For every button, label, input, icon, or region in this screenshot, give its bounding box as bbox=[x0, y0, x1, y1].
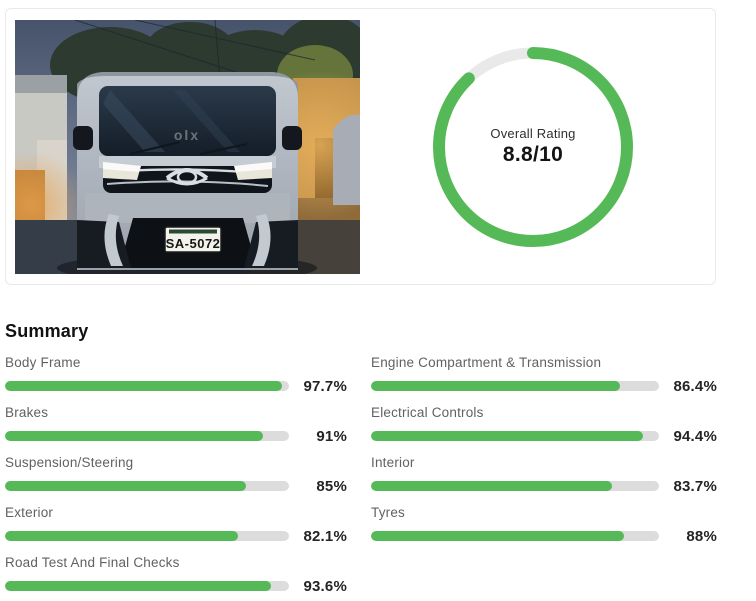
progress-fill bbox=[5, 481, 247, 491]
summary-left-column: Body Frame 97.7% Brakes 91% Suspension/Steer… bbox=[5, 354, 347, 601]
overall-rating-ring: Overall Rating 8.8/10 bbox=[428, 42, 638, 252]
progress-percent: 94.4% bbox=[673, 427, 717, 445]
ring-progress bbox=[433, 46, 633, 247]
summary-row: Exterior 82.1% bbox=[5, 504, 347, 546]
overview-card: SA-5072 olx Overall Rating 8.8/10 bbox=[5, 8, 716, 285]
summary-grid: Body Frame 97.7% Brakes 91% Suspension/Steer… bbox=[5, 354, 756, 601]
vehicle-photo-art: SA-5072 olx bbox=[15, 19, 360, 274]
progress-percent: 93.6% bbox=[303, 577, 347, 595]
summary-category-label: Engine Compartment & Transmission bbox=[371, 355, 602, 370]
summary-row: Body Frame 97.7% bbox=[5, 354, 347, 396]
summary-category-label: Electrical Controls bbox=[371, 405, 484, 420]
progress-track bbox=[5, 381, 289, 391]
progress-track bbox=[371, 481, 659, 491]
summary-row: Interior 83.7% bbox=[371, 454, 717, 496]
progress-percent: 82.1% bbox=[303, 527, 347, 545]
summary-title: Summary bbox=[5, 321, 89, 341]
progress-fill bbox=[371, 431, 643, 441]
license-plate-text: SA-5072 bbox=[166, 236, 221, 251]
summary-row: Electrical Controls 94.4% bbox=[371, 404, 717, 446]
summary-right-column: Engine Compartment & Transmission 86.4% El… bbox=[371, 354, 717, 554]
summary-category-label: Tyres bbox=[371, 505, 406, 520]
summary-row: Engine Compartment & Transmission 86.4% bbox=[371, 354, 717, 396]
summary-category-label: Body Frame bbox=[5, 355, 81, 370]
summary-category-label: Suspension/Steering bbox=[5, 455, 134, 470]
progress-percent: 97.7% bbox=[303, 377, 347, 395]
progress-fill bbox=[371, 531, 625, 541]
progress-track bbox=[371, 381, 659, 391]
progress-percent: 85% bbox=[316, 477, 347, 495]
summary-row: Tyres 88% bbox=[371, 504, 717, 546]
progress-track bbox=[5, 581, 289, 591]
progress-percent: 91% bbox=[316, 427, 347, 445]
progress-fill bbox=[5, 531, 239, 541]
progress-percent: 83.7% bbox=[673, 477, 717, 495]
progress-track bbox=[371, 431, 659, 441]
vehicle-photo[interactable]: SA-5072 olx bbox=[15, 19, 360, 274]
summary-category-label: Exterior bbox=[5, 505, 54, 520]
summary-category-label: Interior bbox=[371, 455, 415, 470]
summary-row: Brakes 91% bbox=[5, 404, 347, 446]
overall-rating-label: Overall Rating bbox=[490, 126, 576, 141]
progress-fill bbox=[5, 431, 264, 441]
summary-category-label: Road Test And Final Checks bbox=[5, 555, 180, 570]
progress-fill bbox=[371, 481, 613, 491]
progress-fill bbox=[5, 581, 271, 591]
progress-track bbox=[5, 531, 289, 541]
progress-fill bbox=[371, 381, 620, 391]
summary-row: Road Test And Final Checks 93.6% bbox=[5, 554, 347, 596]
progress-percent: 88% bbox=[686, 527, 717, 545]
overall-rating-section: Overall Rating 8.8/10 bbox=[360, 18, 706, 275]
progress-percent: 86.4% bbox=[673, 377, 717, 395]
olx-watermark: olx bbox=[174, 127, 200, 143]
summary-row: Suspension/Steering 85% bbox=[5, 454, 347, 496]
progress-track bbox=[5, 481, 289, 491]
progress-track bbox=[5, 431, 289, 441]
overall-rating-value: 8.8/10 bbox=[502, 143, 564, 166]
progress-track bbox=[371, 531, 659, 541]
progress-fill bbox=[5, 381, 283, 391]
summary-category-label: Brakes bbox=[5, 405, 49, 420]
